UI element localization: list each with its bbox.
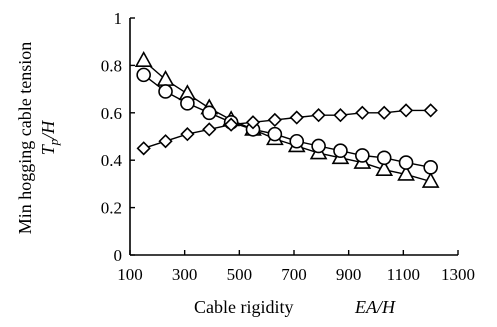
- circle-marker: [398, 155, 414, 170]
- y-axis-math-label: Tp/H: [38, 120, 61, 156]
- diamond-marker: [398, 103, 414, 118]
- x-tick-label: 500: [227, 265, 253, 284]
- triangle-marker: [156, 69, 175, 86]
- circle-marker: [423, 160, 438, 175]
- series-triangle: [134, 51, 440, 188]
- y-axis-math-sub: p: [46, 138, 61, 146]
- triangle-marker: [134, 51, 153, 67]
- circle-marker: [376, 150, 392, 166]
- y-tick-label: 0.2: [101, 199, 122, 218]
- x-tick-label: 1300: [441, 265, 475, 284]
- series-diamond: [136, 103, 438, 156]
- series-circle: [136, 67, 438, 175]
- circle-marker: [180, 96, 195, 111]
- diamond-marker: [423, 103, 438, 118]
- triangle-marker: [421, 171, 440, 188]
- y-axis-math-rest: /H: [38, 120, 58, 140]
- diamond-marker: [267, 112, 282, 128]
- diamond-marker: [245, 115, 261, 130]
- x-tick-label: 700: [281, 265, 307, 284]
- diamond-marker: [377, 105, 392, 120]
- circle-marker: [333, 143, 348, 159]
- y-tick-label: 1: [114, 9, 123, 28]
- circle-marker: [201, 105, 217, 121]
- diamond-marker: [333, 108, 348, 123]
- circle-marker: [289, 133, 305, 149]
- triangle-marker: [375, 160, 394, 176]
- x-axis-math-label: EA/H: [354, 297, 396, 317]
- diamond-marker: [202, 122, 217, 137]
- diamond-marker: [355, 105, 370, 120]
- diamond-marker: [289, 110, 304, 125]
- x-tick-label: 1100: [387, 265, 420, 284]
- y-tick-label: 0.8: [101, 56, 122, 75]
- diamond-marker: [158, 134, 173, 149]
- diamond-marker: [136, 141, 151, 156]
- x-tick-label: 300: [172, 265, 198, 284]
- y-tick-label: 0.4: [101, 151, 123, 170]
- diamond-marker: [224, 117, 239, 132]
- y-axis-label: Min hogging cable tension: [15, 42, 35, 234]
- circle-marker: [158, 84, 173, 99]
- y-axis-math-t: T: [38, 143, 58, 155]
- circle-marker: [136, 67, 151, 83]
- y-tick-label: 0.6: [101, 104, 122, 123]
- circle-marker: [355, 148, 370, 163]
- y-tick-label: 0: [114, 246, 123, 265]
- circle-marker: [311, 138, 326, 154]
- diamond-marker: [180, 126, 195, 142]
- x-axis-label: Cable rigidity: [194, 297, 293, 317]
- series-group: [134, 51, 440, 188]
- x-tick-label: 900: [336, 265, 362, 284]
- x-tick-label: 100: [117, 265, 143, 284]
- diamond-marker: [311, 108, 326, 123]
- triangle-marker: [397, 164, 415, 181]
- circle-marker: [267, 126, 283, 142]
